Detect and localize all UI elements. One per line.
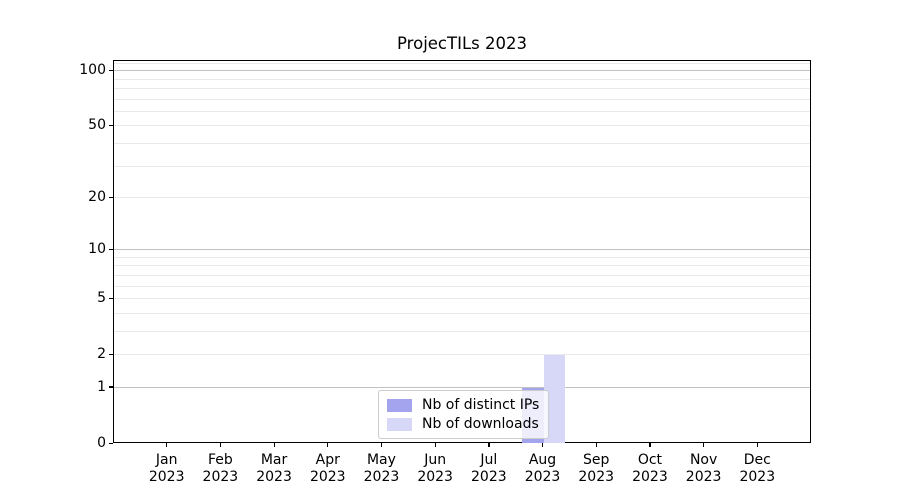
x-axis-tick	[595, 443, 597, 447]
y-axis-tick	[109, 442, 113, 444]
legend-label-distinct-ips: Nb of distinct IPs	[422, 397, 540, 413]
y-gridline-minor	[114, 256, 810, 258]
x-axis-tick	[756, 443, 758, 447]
y-gridline-minor	[114, 142, 810, 144]
legend-row-distinct-ips: Nb of distinct IPs	[387, 397, 539, 413]
x-axis-tick	[219, 443, 222, 447]
x-tick-label: Apr 2023	[301, 452, 355, 485]
legend: Nb of distinct IPs Nb of downloads	[378, 390, 550, 439]
legend-label-downloads: Nb of downloads	[422, 416, 539, 432]
x-axis-tick	[542, 443, 544, 447]
x-tick-year: 2023	[632, 468, 668, 485]
y-tick-label: 1	[97, 378, 106, 395]
y-axis-tick	[109, 297, 113, 299]
y-gridline-minor	[114, 274, 810, 276]
y-gridline-minor	[114, 125, 810, 127]
x-tick-month: Mar	[260, 452, 288, 468]
y-gridline-minor	[114, 87, 810, 89]
x-tick-year: 2023	[148, 468, 185, 485]
y-gridline-minor	[114, 98, 810, 100]
legend-swatch-downloads	[387, 417, 412, 431]
y-axis-tick	[109, 69, 113, 71]
y-gridline-minor	[114, 330, 810, 332]
x-axis-tick	[649, 443, 651, 447]
x-tick-label: Nov 2023	[677, 452, 731, 485]
y-gridline-minor	[114, 265, 810, 267]
x-tick-year: 2023	[363, 468, 400, 485]
y-tick-label: 100	[79, 62, 106, 79]
x-tick-year: 2023	[471, 468, 507, 485]
x-tick-year: 2023	[685, 468, 722, 485]
x-tick-year: 2023	[417, 468, 453, 485]
y-tick-label: 2	[97, 346, 106, 363]
y-gridline-minor	[114, 110, 810, 112]
y-axis-tick	[109, 353, 113, 355]
x-axis-tick	[327, 443, 329, 447]
x-axis-tick	[380, 443, 383, 447]
x-tick-year: 2023	[739, 468, 776, 485]
x-tick-year: 2023	[202, 468, 239, 485]
y-gridline-minor	[114, 312, 810, 314]
x-tick-month: Apr	[315, 452, 340, 468]
x-axis-tick	[434, 443, 436, 447]
x-tick-month: Oct	[637, 452, 663, 468]
y-gridline-major	[114, 386, 810, 388]
x-tick-label: May 2023	[354, 452, 408, 485]
x-tick-label: Dec 2023	[730, 452, 784, 485]
y-gridline-minor	[114, 165, 810, 167]
x-tick-month: Sep	[583, 452, 610, 468]
chart-title: ProjecTILs 2023	[397, 34, 527, 53]
y-gridline-minor	[114, 78, 810, 80]
x-tick-label: Mar 2023	[247, 452, 301, 485]
y-gridline-minor	[114, 298, 810, 300]
x-tick-year: 2023	[578, 468, 615, 485]
x-axis-tick	[488, 443, 490, 447]
y-tick-label: 5	[97, 290, 106, 307]
y-axis-tick	[109, 248, 113, 250]
x-axis-tick	[703, 443, 705, 447]
y-tick-label: 20	[88, 189, 106, 206]
x-tick-month: Feb	[207, 452, 233, 468]
x-tick-label: Aug 2023	[516, 452, 570, 485]
legend-swatch-distinct-ips	[387, 398, 412, 412]
x-axis-tick	[166, 443, 168, 447]
x-axis-tick	[273, 443, 275, 447]
x-tick-label: Sep 2023	[569, 452, 623, 485]
x-tick-month: Jul	[480, 452, 498, 468]
y-gridline-major	[114, 70, 810, 72]
x-tick-year: 2023	[256, 468, 292, 485]
y-tick-label: 50	[88, 117, 106, 134]
y-tick-label: 0	[97, 435, 106, 451]
y-tick-label: 10	[88, 241, 106, 258]
y-axis-tick	[109, 124, 113, 127]
x-tick-month: Aug	[528, 452, 557, 468]
y-axis-tick	[109, 196, 113, 198]
y-gridline-minor	[114, 62, 810, 64]
x-tick-month: Dec	[743, 452, 771, 468]
x-tick-year: 2023	[309, 468, 346, 485]
plot-area	[113, 60, 811, 443]
x-tick-label: Jul 2023	[462, 452, 516, 485]
x-tick-month: Nov	[689, 452, 718, 468]
x-tick-month: May	[366, 452, 396, 468]
x-tick-label: Jan 2023	[140, 452, 194, 485]
x-tick-label: Feb 2023	[193, 452, 247, 485]
y-gridline-minor	[114, 285, 810, 287]
y-gridline-minor	[114, 354, 810, 356]
y-gridline-major	[114, 249, 810, 251]
x-tick-year: 2023	[524, 468, 561, 485]
x-tick-label: Oct 2023	[623, 452, 677, 485]
x-tick-month: Jan	[155, 452, 178, 468]
x-tick-month: Jun	[424, 452, 447, 468]
y-axis-tick	[109, 386, 113, 388]
legend-row-downloads: Nb of downloads	[387, 416, 539, 432]
x-tick-label: Jun 2023	[408, 452, 462, 485]
y-gridline-minor	[114, 197, 810, 199]
